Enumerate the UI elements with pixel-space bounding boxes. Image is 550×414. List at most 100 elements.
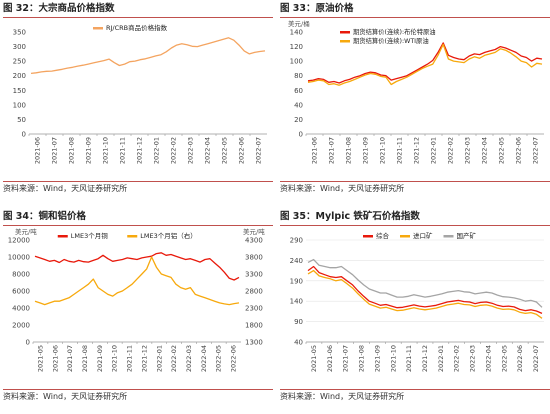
- x-tick-label: 2021-09: [85, 137, 93, 164]
- x-tick-label: 2022-02: [170, 345, 178, 372]
- series-line: [34, 252, 240, 281]
- x-tick-label: 2022-02: [447, 137, 455, 164]
- chart-copper-aluminum: 美元/吨 美元/吨 0 2000 4000 6000 8000 10000 12000 1300 1…: [8, 227, 265, 372]
- chart-commodity-index: 0 50 100 150 200 250 300 350 2021-06 2021-07 2021-…: [13, 23, 267, 164]
- x-tick-label: 2022-01: [155, 345, 163, 372]
- series-line: [30, 37, 266, 75]
- series-line: [307, 43, 543, 86]
- x-tick-label: 2021-12: [413, 137, 421, 164]
- y-tick-label: 290: [290, 237, 303, 245]
- x-tick-label: 2021-09: [362, 137, 370, 164]
- y-tick-label: 60: [294, 87, 303, 95]
- x-tick-label: 2021-08: [358, 345, 366, 372]
- panel-title: 图 35：Mylpic 铁矿石价格指数: [280, 211, 420, 222]
- y-tick-label: 100: [13, 101, 26, 109]
- y-axis-label-right: 美元/吨: [243, 227, 265, 236]
- legend-label: 国产矿: [457, 231, 477, 240]
- series-line: [307, 258, 543, 308]
- legend-label: 综合: [376, 231, 390, 240]
- x-tick-label: 2021-11: [126, 345, 134, 372]
- x-tick-label: 2021-06: [326, 345, 334, 372]
- y-tick-label: 190: [290, 277, 303, 285]
- x-tick-label: 2021-07: [328, 137, 336, 164]
- legend-label: LME3个月铜: [71, 231, 108, 240]
- x-tick-label: 2021-11: [396, 137, 404, 164]
- y-tick-label: 12000: [8, 237, 30, 245]
- x-tick-label: 2021-08: [68, 137, 76, 164]
- x-tick-label: 2022-04: [481, 137, 489, 164]
- x-tick-label: 2021-06: [34, 137, 42, 164]
- y-right-tick-label: 4300: [245, 237, 263, 245]
- x-tick-label: 2022-01: [437, 345, 445, 372]
- y-tick-label: 50: [17, 116, 26, 124]
- source-note: 资料来源：Wind，天风证券研究所: [3, 392, 128, 401]
- y-tick-label: 150: [13, 87, 26, 95]
- source-note: 资料来源：Wind，天风证券研究所: [280, 392, 405, 401]
- x-tick-label: 2021-11: [405, 345, 413, 372]
- legend-label: LME3个月铝（右）: [140, 231, 196, 240]
- x-tick-label: 2022-05: [500, 345, 508, 372]
- x-tick-label: 2022-04: [204, 137, 212, 164]
- y-tick-label: 40: [294, 339, 303, 347]
- y-tick-label: 140: [290, 298, 303, 306]
- x-tick-label: 2021-05: [310, 345, 318, 372]
- panel-crude-oil: 图 33：原油价格 美元/桶 0 20 40 60 80 100 120 140 2021-06 2…: [280, 0, 550, 203]
- source-divider: [280, 181, 550, 182]
- panel-title: 图 34：铜和铝价格: [3, 211, 87, 222]
- series-line: [307, 269, 543, 319]
- x-tick-label: 2022-04: [200, 345, 208, 372]
- legend-swatch: [340, 40, 350, 43]
- x-tick-label: 2021-07: [51, 137, 59, 164]
- x-tick-label: 2021-06: [311, 137, 319, 164]
- panel-title: 图 33：原油价格: [280, 3, 354, 14]
- title-divider: [280, 17, 550, 18]
- series-line: [34, 256, 240, 306]
- x-tick-label: 2021-06: [51, 345, 59, 372]
- y-tick-label: 300: [13, 43, 26, 51]
- y-tick-label: 2000: [12, 322, 30, 330]
- y-axis-label: 美元/吨: [15, 227, 37, 236]
- y-tick-label: 350: [13, 29, 26, 37]
- y-right-tick-label: 1300: [245, 339, 263, 347]
- panel-copper-aluminum: 图 34：铜和铝价格 美元/吨 美元/吨 0 2000 4000 6000 8000 1000…: [3, 208, 273, 411]
- title-divider: [280, 225, 550, 226]
- series-line: [307, 265, 543, 314]
- legend-swatch: [340, 31, 350, 34]
- x-tick-label: 2022-07: [532, 137, 540, 164]
- legend-swatch: [363, 235, 373, 238]
- x-tick-label: 2022-01: [153, 137, 161, 164]
- x-tick-label: 2022-06: [516, 345, 524, 372]
- x-tick-label: 2021-10: [379, 137, 387, 164]
- x-tick-label: 2021-10: [102, 137, 110, 164]
- panel-commodity-index: 图 32：大宗商品价格指数 0 50 100 150 200 250 300 350 2021-…: [3, 0, 273, 203]
- y-tick-label: 100: [290, 58, 303, 66]
- x-tick-label: 2021-05: [36, 345, 44, 372]
- y-tick-label: 4000: [12, 305, 30, 313]
- y-tick-label: 120: [290, 43, 303, 51]
- x-tick-label: 2021-07: [66, 345, 74, 372]
- legend-label: 进口矿: [413, 231, 433, 240]
- x-tick-label: 2021-12: [136, 137, 144, 164]
- y-right-tick-label: 2800: [245, 288, 263, 296]
- x-tick-label: 2022-06: [238, 137, 246, 164]
- x-tick-label: 2022-04: [484, 345, 492, 372]
- legend-swatch: [93, 27, 103, 30]
- y-right-tick-label: 2300: [245, 305, 263, 313]
- x-tick-label: 2022-07: [532, 345, 540, 372]
- title-divider: [3, 225, 273, 226]
- x-tick-label: 2021-08: [81, 345, 89, 372]
- panel-iron-ore: 图 35：Mylpic 铁矿石价格指数 40 90 140 190 240 290 2021…: [280, 208, 550, 411]
- y-tick-label: 240: [290, 257, 303, 265]
- y-tick-label: 8000: [12, 271, 30, 279]
- source-note: 资料来源：Wind，天风证券研究所: [3, 184, 128, 193]
- legend-swatch: [400, 235, 410, 238]
- x-tick-label: 2022-02: [170, 137, 178, 164]
- y-tick-label: 20: [294, 116, 303, 124]
- x-tick-label: 2021-12: [140, 345, 148, 372]
- x-tick-label: 2021-07: [342, 345, 350, 372]
- source-divider: [3, 389, 273, 390]
- y-right-tick-label: 3800: [245, 254, 263, 262]
- x-tick-label: 2021-08: [345, 137, 353, 164]
- x-tick-label: 2022-03: [469, 345, 477, 372]
- y-right-tick-label: 3300: [245, 271, 263, 279]
